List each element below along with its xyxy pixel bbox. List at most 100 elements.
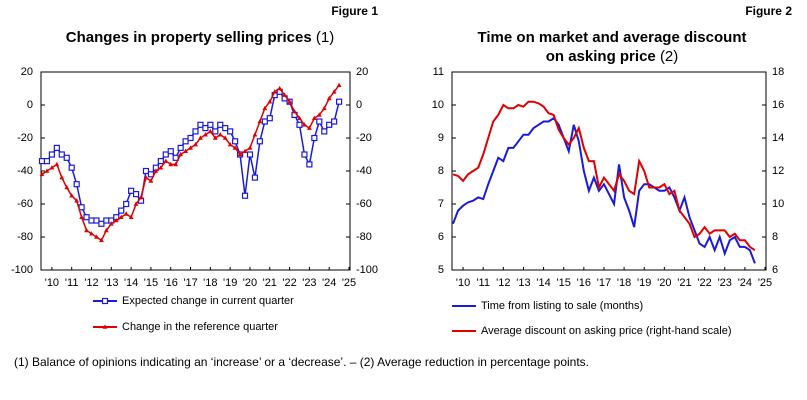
marker xyxy=(252,132,258,137)
marker xyxy=(103,227,109,233)
y2-tick-label: -40 xyxy=(356,165,372,177)
y2-tick-label: 18 xyxy=(772,66,784,78)
marker xyxy=(296,121,303,128)
marker xyxy=(266,115,273,122)
marker xyxy=(113,217,119,223)
x-tick-label: '20 xyxy=(243,277,257,289)
marker xyxy=(222,124,229,132)
marker xyxy=(39,171,45,177)
marker xyxy=(336,98,343,105)
y-tick-label: 20 xyxy=(21,66,33,78)
y-tick-label: -20 xyxy=(17,132,33,144)
marker xyxy=(261,118,268,125)
y2-tick-label: 8 xyxy=(772,231,778,243)
marker xyxy=(311,115,317,120)
marker xyxy=(102,324,108,329)
marker xyxy=(123,200,130,208)
marker xyxy=(217,132,223,137)
marker xyxy=(89,231,94,236)
marker xyxy=(68,164,75,171)
marker xyxy=(336,82,342,87)
marker xyxy=(183,148,188,153)
x-tick-label: '11 xyxy=(65,277,79,289)
x-tick-label: '14 xyxy=(536,277,550,289)
marker xyxy=(316,112,322,117)
marker xyxy=(178,151,184,157)
marker xyxy=(83,214,90,221)
marker xyxy=(257,118,263,124)
x-tick-label: '15 xyxy=(144,277,158,289)
chart-title: Changes in property selling prices (1) xyxy=(20,28,380,47)
marker xyxy=(247,145,253,150)
y2-tick-label: 14 xyxy=(772,132,784,144)
marker xyxy=(59,175,65,180)
x-tick-label: '10 xyxy=(45,277,59,289)
y2-tick-label: -100 xyxy=(356,264,378,276)
x-tick-label: '23 xyxy=(302,277,316,289)
marker xyxy=(232,138,239,145)
x-tick-label: '12 xyxy=(84,277,98,289)
y2-tick-label: -80 xyxy=(356,231,372,243)
title-note: (1) xyxy=(315,29,335,46)
marker xyxy=(227,128,234,135)
marker xyxy=(74,198,80,203)
marker xyxy=(262,105,268,111)
marker xyxy=(88,217,95,224)
marker xyxy=(132,191,140,198)
x-tick-label: '13 xyxy=(516,277,530,289)
x-tick-label: '17 xyxy=(183,277,197,289)
marker xyxy=(207,121,214,128)
x-tick-label: '24 xyxy=(738,277,752,289)
marker xyxy=(292,109,297,114)
marker xyxy=(256,138,263,145)
x-tick-label: '23 xyxy=(718,277,732,289)
y-tick-label: -60 xyxy=(17,198,33,210)
marker xyxy=(311,134,318,142)
y2-tick-label: 12 xyxy=(772,165,784,177)
marker xyxy=(69,193,75,198)
marker xyxy=(99,237,104,243)
marker xyxy=(197,121,204,128)
marker xyxy=(173,161,179,167)
figure-label: Figure 2 xyxy=(745,4,792,18)
marker xyxy=(123,211,129,216)
marker xyxy=(143,175,149,180)
title-text: Time on market and average discount on a… xyxy=(477,29,747,65)
marker xyxy=(177,144,184,151)
y-tick-label: 10 xyxy=(432,99,444,111)
x-tick-label: '11 xyxy=(476,277,490,289)
marker xyxy=(49,165,55,170)
marker xyxy=(163,158,169,163)
marker xyxy=(103,217,110,224)
marker xyxy=(153,168,159,173)
x-tick-label: '25 xyxy=(758,277,772,289)
marker xyxy=(94,234,99,239)
y2-tick-label: 20 xyxy=(356,66,368,78)
marker xyxy=(118,214,124,219)
y2-tick-label: 16 xyxy=(772,99,784,111)
y-tick-label: -80 xyxy=(17,231,33,243)
marker xyxy=(212,135,218,140)
x-tick-label: '19 xyxy=(223,277,237,289)
marker xyxy=(227,142,233,147)
y-tick-label: 0 xyxy=(27,99,33,111)
marker xyxy=(101,297,109,305)
marker xyxy=(158,165,164,170)
x-tick-label: '18 xyxy=(203,277,217,289)
marker xyxy=(331,89,337,94)
x-tick-label: '21 xyxy=(677,277,691,289)
marker xyxy=(142,167,150,175)
marker xyxy=(302,122,307,127)
x-tick-label: '17 xyxy=(597,277,611,289)
marker xyxy=(108,221,114,226)
marker xyxy=(306,125,312,130)
y2-tick-label: 0 xyxy=(356,99,362,111)
footnote: (1) Balance of opinions indicating an ‘i… xyxy=(14,355,589,369)
legend-label: Expected change in current quarter xyxy=(122,295,294,307)
y2-tick-label: -20 xyxy=(356,132,372,144)
legend-label: Change in the reference quarter xyxy=(122,321,278,333)
marker xyxy=(287,99,292,104)
marker xyxy=(182,138,189,145)
marker xyxy=(187,134,194,142)
marker xyxy=(84,227,89,233)
